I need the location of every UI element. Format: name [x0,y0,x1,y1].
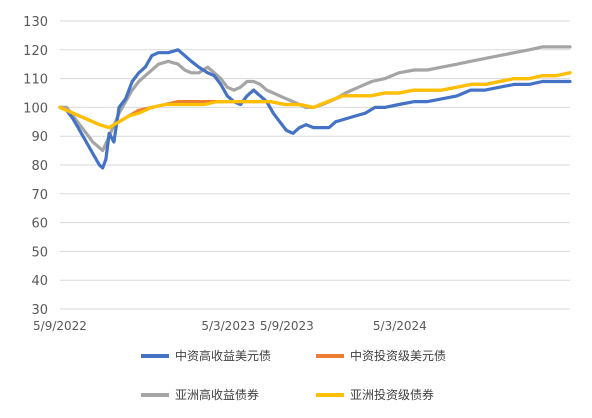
y-tick-label: 100 [23,101,48,116]
y-axis: 30 40 50 60 70 80 90 100 110 120 130 [23,15,48,318]
legend-item: 亚洲高收益债券 [141,387,259,402]
series-line-2 [58,45,572,153]
legend-item: 亚洲投资级债券 [316,387,434,402]
legend-label: 亚洲高收益债券 [175,387,259,402]
series-lines [58,45,572,170]
y-tick-label: 70 [31,188,48,203]
x-tick-label: 5/3/2023 [201,319,255,333]
gridlines [60,20,570,310]
x-axis: 5/9/2022 5/3/2023 5/9/2023 5/3/2024 [33,319,427,333]
x-tick-label: 5/3/2024 [373,319,427,333]
y-tick-label: 90 [31,130,48,145]
legend-label: 中资投资级美元债 [350,348,446,363]
legend-label: 中资高收益美元债 [175,348,271,363]
series-line-1 [58,71,572,130]
x-tick-label: 5/9/2022 [33,319,87,333]
legend-label: 亚洲投资级债券 [350,387,434,402]
legend-item: 中资高收益美元债 [141,348,271,363]
legend-item: 中资投资级美元债 [316,348,446,363]
series-line-0 [58,48,572,170]
series-line-3 [58,71,572,130]
y-tick-label: 110 [23,73,48,88]
y-tick-label: 130 [23,15,48,30]
y-tick-label: 40 [31,274,48,289]
y-tick-label: 30 [31,303,48,318]
y-tick-label: 60 [31,217,48,232]
y-tick-label: 50 [31,245,48,260]
y-tick-label: 120 [23,44,48,59]
x-tick-label: 5/9/2023 [260,319,314,333]
y-tick-label: 80 [31,159,48,174]
